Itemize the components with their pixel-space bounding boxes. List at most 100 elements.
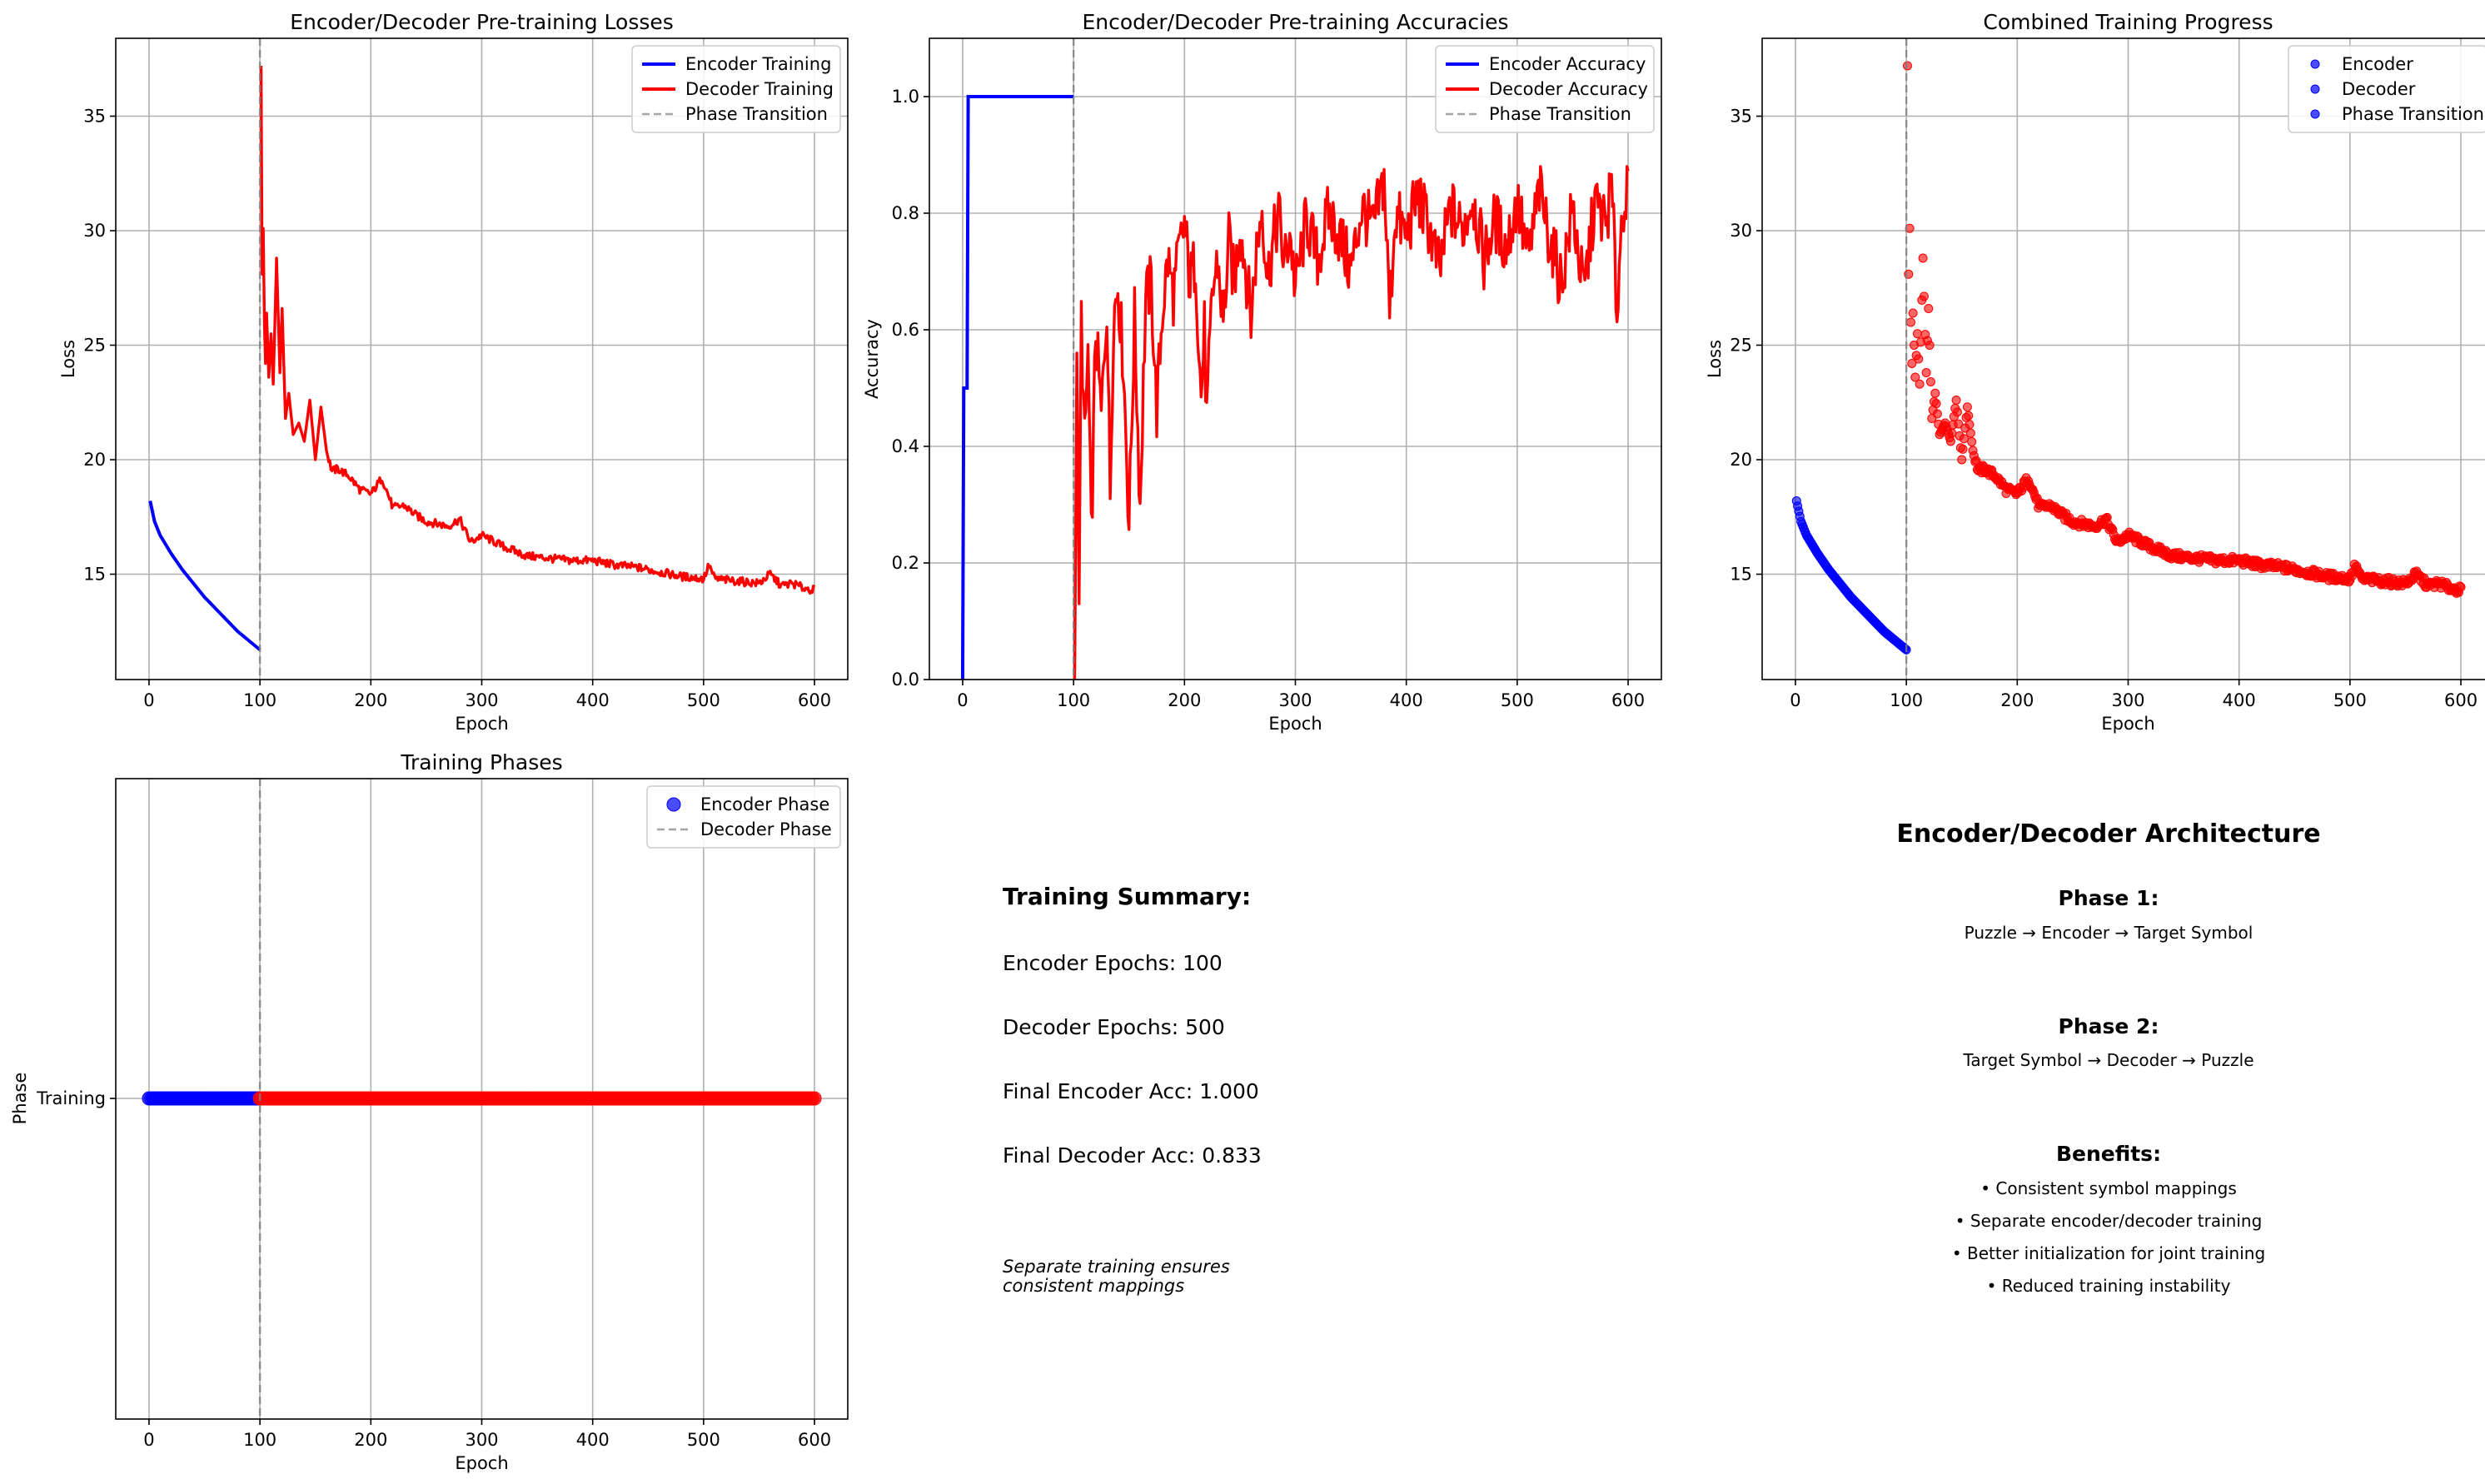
y-tick-label: 1.0	[892, 87, 919, 107]
legend-label: Encoder Phase	[700, 794, 829, 814]
decoder-point	[1905, 317, 1915, 327]
legend-label: Encoder Accuracy	[1489, 54, 1646, 74]
y-tick-label: 25	[83, 336, 106, 356]
decoder-point	[1925, 341, 1935, 350]
decoder-phase-point	[807, 1091, 822, 1106]
legend: Encoder Decoder Phase Transition	[2288, 45, 2485, 133]
x-tick-label: 500	[687, 690, 720, 710]
plot-frame	[115, 778, 849, 1420]
x-axis-label: Epoch	[1268, 714, 1322, 734]
decoder-point	[1959, 434, 1969, 444]
x-tick-label: 500	[1501, 690, 1534, 710]
x-tick-label: 200	[2000, 690, 2034, 710]
decoder-point	[1902, 61, 1912, 71]
x-tick-label: 0	[143, 690, 154, 710]
x-tick-label: 100	[1890, 690, 1923, 710]
decoder-point	[1925, 377, 1935, 386]
x-tick-label: 600	[798, 690, 831, 710]
x-tick-label: 100	[243, 1430, 276, 1450]
legend: Encoder Accuracy Decoder Accuracy Phase Tr…	[1435, 45, 1655, 133]
decoder-point	[1931, 399, 1941, 409]
phase2-text: Target Symbol → Decoder → Puzzle	[1963, 1050, 2254, 1070]
y-tick-label: 15	[1730, 565, 1752, 585]
summary-final-decoder-acc: Final Decoder Acc: 0.833	[1003, 1143, 1262, 1168]
decoder-point	[1932, 409, 1942, 419]
x-tick-label: 300	[465, 690, 498, 710]
y-tick-label: 20	[83, 450, 106, 470]
decoder-point	[1921, 368, 1931, 377]
legend: Encoder Phase Decoder Phase	[646, 785, 841, 849]
chart-2: 0 100 200 300 400 500 600 0.0 0.2 0.4 0.6 0.8 1.0 Enc…	[862, 10, 1662, 734]
training-summary: Training Summary: Encoder Epochs: 100 De…	[1003, 883, 1586, 1316]
encoder-accuracy-line	[960, 95, 1074, 680]
x-tick-label: 600	[1611, 690, 1645, 710]
x-tick-label: 200	[354, 1430, 387, 1450]
legend-label: Phase Transition	[2342, 104, 2484, 124]
y-tick-label: 0.4	[892, 436, 919, 456]
decoder-point	[1919, 291, 1929, 301]
encoder-training-line	[148, 500, 261, 651]
y-tick-label: 0.6	[892, 320, 919, 340]
y-axis-label: Phase	[10, 1073, 30, 1125]
chart-title: Encoder/Decoder Pre-training Accuracies	[1082, 10, 1508, 34]
x-tick-label: 400	[576, 1430, 610, 1450]
plot-frame	[115, 37, 849, 680]
x-tick-label: 300	[1278, 690, 1312, 710]
y-axis-label: Loss	[1705, 340, 1725, 378]
decoder-training-line	[259, 65, 816, 595]
summary-final-encoder-acc: Final Encoder Acc: 1.000	[1003, 1079, 1259, 1103]
chart-title: Combined Training Progress	[1983, 10, 2273, 34]
x-tick-label: 600	[798, 1430, 831, 1450]
decoder-point	[1945, 436, 1955, 446]
x-axis-label: Epoch	[2101, 714, 2154, 734]
y-tick-label: 35	[1730, 107, 1752, 127]
decoder-point	[2456, 582, 2466, 592]
x-tick-label: 0	[1790, 690, 1800, 710]
decoder-point	[1915, 379, 1925, 389]
architecture-title: Encoder/Decoder Architecture	[1896, 819, 2321, 849]
decoder-point	[1958, 444, 1968, 454]
legend-label: Decoder Phase	[700, 819, 832, 839]
y-tick-label: 35	[83, 107, 106, 127]
y-tick-label: Training	[36, 1088, 106, 1108]
decoder-point	[1918, 253, 1928, 263]
x-tick-label: 200	[354, 690, 387, 710]
y-axis-label: Accuracy	[862, 319, 882, 399]
x-tick-label: 600	[2444, 690, 2478, 710]
legend: Encoder Training Decoder Training Phase Tr…	[631, 45, 841, 133]
legend-box	[631, 45, 841, 133]
decoder-point	[1924, 304, 1934, 313]
decoder-point	[1930, 388, 1940, 398]
y-tick-label: 20	[1730, 450, 1752, 470]
decoder-point	[1965, 428, 1975, 438]
phase1-text: Puzzle → Encoder → Target Symbol	[1964, 923, 2253, 943]
summary-encoder-epochs: Encoder Epochs: 100	[1003, 951, 1223, 975]
decoder-point	[1951, 396, 1961, 405]
decoder-point	[1947, 428, 1957, 438]
decoder-point	[1962, 402, 1972, 412]
y-tick-label: 0.2	[892, 553, 919, 573]
y-tick-label: 0.0	[892, 670, 919, 690]
chart-1: 0 100 200 300 400 500 600 15 20 25 30 35 Encoder/Dec…	[58, 10, 849, 734]
x-tick-label: 200	[1168, 690, 1201, 710]
phase1-title: Phase 1:	[2058, 886, 2159, 910]
legend-box	[1435, 45, 1655, 133]
legend-box	[2288, 45, 2485, 133]
benefit-item: • Reduced training instability	[1986, 1276, 2231, 1296]
chart-title: Training Phases	[400, 750, 562, 774]
decoder-point	[1907, 359, 1917, 368]
plot-frame	[1761, 37, 2485, 680]
decoder-point	[1910, 372, 1920, 382]
summary-title: Training Summary:	[1003, 883, 1252, 910]
decoder-point	[1954, 419, 1964, 429]
summary-note: Separate training ensures consistent map…	[1003, 1257, 1230, 1296]
chart-4: 0 100 200 300 400 500 600 Training Phases Epoch T…	[10, 750, 849, 1473]
chart-3: 0 100 200 300 400 500 600 15 20 25 30 35 Combined Tr…	[1705, 10, 2485, 734]
decoder-point	[1957, 455, 1967, 465]
decoder-point	[1908, 308, 1918, 318]
x-tick-label: 500	[687, 1430, 720, 1450]
benefit-item: • Separate encoder/decoder training	[1955, 1211, 2263, 1231]
y-tick-label: 25	[1730, 336, 1752, 356]
decoder-point	[1912, 329, 1922, 339]
legend-label: Decoder	[2342, 79, 2416, 99]
